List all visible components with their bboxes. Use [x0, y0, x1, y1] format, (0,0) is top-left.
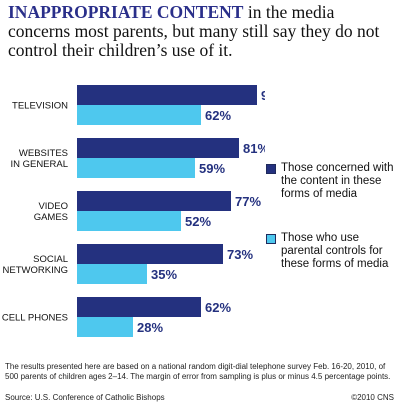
- value-label-social-networking-parental-controls: 35%: [151, 267, 177, 282]
- value-label-video-games-parental-controls: 52%: [185, 214, 211, 229]
- headline: INAPPROPRIATE CONTENT in the media conce…: [8, 3, 396, 60]
- value-label-cell-phones-parental-controls: 28%: [137, 320, 163, 335]
- legend-label-concerned: Those concerned with the content in thes…: [281, 162, 394, 200]
- category-label-line: SOCIAL: [33, 254, 68, 265]
- source-note: Source: U.S. Conference of Catholic Bish…: [5, 393, 165, 402]
- category-label-line: VIDEO: [38, 201, 68, 212]
- copyright: ©2010 CNS: [351, 393, 394, 402]
- bar-cell-phones-concerned: [77, 297, 201, 317]
- value-label-social-networking-concerned: 73%: [227, 247, 253, 262]
- category-label-video-games: VIDEO GAMES: [34, 201, 68, 223]
- bar-social-networking-concerned: [77, 244, 223, 264]
- survey-notes: The results presented here are based on …: [5, 362, 391, 381]
- legend-item-parental-controls: Those who use parental controls for thes…: [266, 232, 400, 271]
- bar-websites-parental-controls: [77, 158, 195, 178]
- bar-video-games-parental-controls: [77, 211, 181, 231]
- category-label-line: TELEVISION: [12, 101, 68, 112]
- category-label-line: CELL PHONES: [2, 313, 68, 324]
- category-label-line: GAMES: [34, 212, 68, 223]
- headline-text: in the media concerns most parents, but …: [8, 2, 380, 60]
- category-label-cell-phones: CELL PHONES: [2, 313, 68, 324]
- bar-television-parental-controls: [77, 105, 201, 125]
- value-label-websites-concerned: 81%: [243, 141, 265, 156]
- bar-television-concerned: [77, 85, 257, 105]
- value-label-cell-phones-concerned: 62%: [205, 300, 231, 315]
- legend-item-concerned: Those concerned with the content in thes…: [266, 162, 400, 201]
- category-label-television: TELEVISION: [12, 101, 68, 112]
- category-label-social-networking: SOCIAL NETWORKING: [3, 254, 68, 276]
- category-label-line: NETWORKING: [3, 265, 68, 276]
- bar-cell-phones-parental-controls: [77, 317, 133, 337]
- bar-social-networking-parental-controls: [77, 264, 147, 284]
- category-label-line: IN GENERAL: [10, 159, 68, 170]
- value-label-video-games-concerned: 77%: [235, 194, 261, 209]
- value-label-websites-parental-controls: 59%: [199, 161, 225, 176]
- category-label-websites: WEBSITES IN GENERAL: [10, 148, 68, 170]
- bar-video-games-concerned: [77, 191, 231, 211]
- bar-websites-concerned: [77, 138, 239, 158]
- value-label-television-parental-controls: 62%: [205, 108, 231, 123]
- legend-swatch-concerned: [266, 164, 276, 174]
- legend-swatch-parental-controls: [266, 234, 276, 244]
- category-label-line: WEBSITES: [19, 148, 68, 159]
- legend-label-parental-controls: Those who use parental controls for thes…: [281, 232, 389, 270]
- headline-lead: INAPPROPRIATE CONTENT: [8, 2, 244, 22]
- value-label-television-concerned: 90%: [261, 88, 265, 103]
